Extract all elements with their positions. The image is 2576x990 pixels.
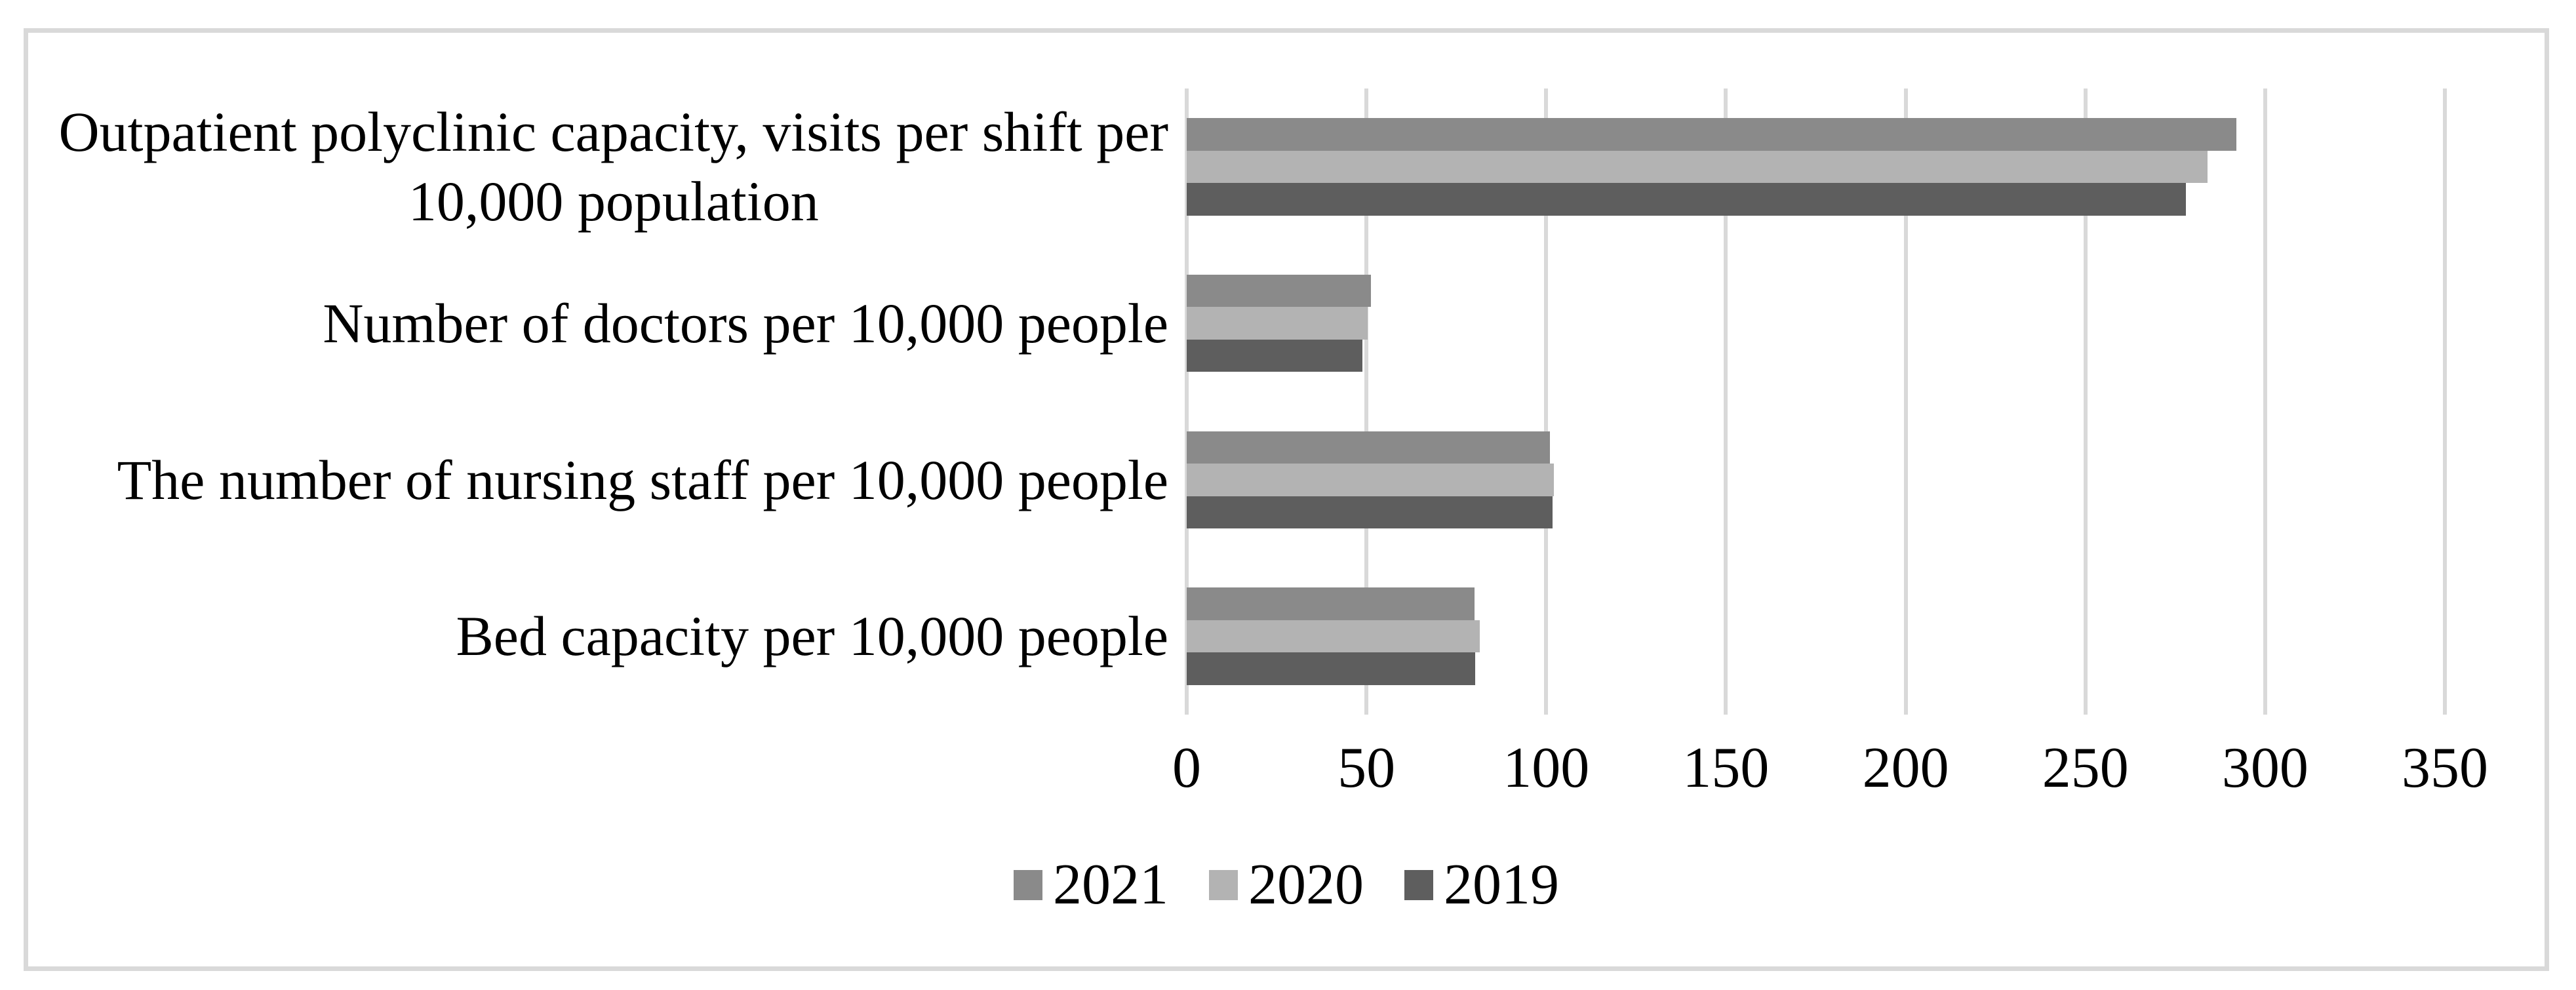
bar-2019 [1187, 339, 1362, 372]
bar-2020 [1187, 620, 1480, 653]
bar-2020 [1187, 150, 2208, 184]
legend-label: 2021 [1053, 853, 1168, 917]
legend-marker-icon [1014, 870, 1042, 900]
bar-2019 [1187, 183, 2187, 216]
gridline [1724, 89, 1728, 715]
x-tick-label: 50 [1338, 736, 1396, 800]
gridline [1544, 89, 1549, 715]
legend-item-2020: 2020 [1209, 856, 1364, 914]
gridline [1185, 89, 1189, 715]
category-label: Outpatient polyclinic capacity, visits p… [39, 89, 1168, 245]
category-label: Bed capacity per 10,000 people [39, 558, 1168, 715]
bar-2021 [1187, 274, 1371, 307]
x-tick-label: 200 [1862, 736, 1949, 800]
bar-2021 [1187, 587, 1475, 620]
x-tick-label: 300 [2221, 736, 2308, 800]
legend-marker-icon [1209, 870, 1238, 900]
legend-marker-icon [1404, 870, 1433, 900]
category-label-text: Outpatient polyclinic capacity, visits p… [58, 100, 1168, 233]
bar-2021 [1187, 118, 2236, 151]
x-tick-label: 100 [1503, 736, 1590, 800]
legend-item-2021: 2021 [1014, 856, 1168, 914]
bar-2021 [1187, 431, 1550, 464]
bar-2020 [1187, 464, 1554, 496]
legend-label: 2020 [1248, 853, 1364, 917]
gridline [1903, 89, 1908, 715]
bar-2019 [1187, 652, 1475, 685]
x-tick-label: 0 [1172, 736, 1201, 800]
gridline [2263, 89, 2267, 715]
category-label-text: Number of doctors per 10,000 people [323, 291, 1168, 355]
gridline [2083, 89, 2088, 715]
legend: 2021 2020 2019 [28, 852, 2545, 918]
gridline [2443, 89, 2447, 715]
category-label: Number of doctors per 10,000 people [39, 245, 1168, 402]
gridline [1364, 89, 1369, 715]
legend-item-2019: 2019 [1404, 856, 1559, 914]
x-tick-label: 150 [1682, 736, 1770, 800]
category-label: The number of nursing staff per 10,000 p… [39, 402, 1168, 559]
x-tick-label: 250 [2042, 736, 2129, 800]
bar-2019 [1187, 496, 1553, 529]
category-label-text: Bed capacity per 10,000 people [456, 604, 1168, 668]
category-label-text: The number of nursing staff per 10,000 p… [117, 448, 1168, 511]
bar-2020 [1187, 307, 1368, 340]
legend-label: 2019 [1444, 853, 1559, 917]
x-tick-label: 350 [2402, 736, 2488, 800]
plot-area [1185, 89, 2447, 715]
